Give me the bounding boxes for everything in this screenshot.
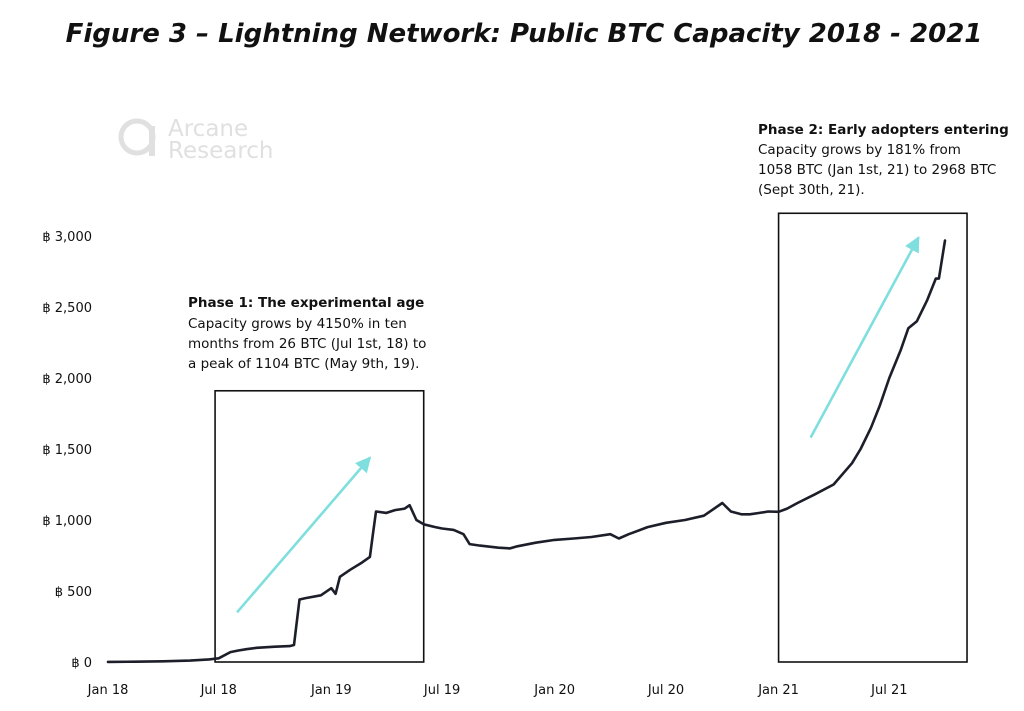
- x-tick-label: Jan 20: [533, 683, 575, 698]
- y-tick-label: ฿ 1,000: [42, 514, 92, 529]
- y-tick-label: ฿ 0: [71, 656, 92, 671]
- phase-1-line-2: months from 26 BTC (Jul 1st, 18) to: [188, 336, 426, 352]
- series-group: [106, 239, 947, 664]
- watermark-line1: Arcane: [168, 116, 248, 142]
- annotation-phase-1: Phase 1: The experimental age Capacity g…: [188, 295, 426, 372]
- x-tick-label: Jul 18: [200, 683, 237, 698]
- phase-boxes: [214, 212, 968, 663]
- y-tick-label: ฿ 500: [55, 585, 92, 600]
- y-tick-label: ฿ 3,000: [42, 230, 92, 245]
- phase-arrows: [236, 236, 920, 614]
- x-tick-label: Jan 18: [87, 683, 129, 698]
- y-tick-label: ฿ 2,000: [42, 372, 92, 387]
- x-tick-label: Jul 20: [647, 683, 684, 698]
- phase-2-arrow: [809, 236, 920, 439]
- phase-1-heading: Phase 1: The experimental age: [188, 295, 424, 311]
- watermark-line2: Research: [168, 138, 274, 164]
- phase-2-box: [777, 212, 968, 663]
- x-tick-label: Jan 21: [757, 683, 799, 698]
- series-line-capacity: [106, 239, 947, 664]
- phase-2-line-3: (Sept 30th, 21).: [758, 182, 865, 198]
- chart-title: Figure 3 – Lightning Network: Public BTC…: [66, 19, 983, 49]
- watermark-logo: Arcane Research: [118, 116, 274, 164]
- y-tick-label: ฿ 1,500: [42, 443, 92, 458]
- y-axis-ticks: ฿ 0 ฿ 500 ฿ 1,000 ฿ 1,500 ฿ 2,000 ฿ 2,500 ฿ 3,…: [42, 230, 92, 671]
- phase-2-line-1: Capacity grows by 181% from: [758, 142, 961, 158]
- phase-2-heading: Phase 2: Early adopters entering: [758, 122, 1009, 138]
- annotation-phase-2: Phase 2: Early adopters entering Capacit…: [758, 122, 1009, 198]
- x-tick-label: Jul 21: [870, 683, 907, 698]
- x-tick-label: Jan 19: [310, 683, 352, 698]
- phase-2-line-2: 1058 BTC (Jan 1st, 21) to 2968 BTC: [758, 162, 996, 178]
- arcane-logo-icon: [118, 118, 156, 156]
- x-tick-label: Jul 19: [423, 683, 460, 698]
- x-axis-ticks: Jan 18 Jul 18 Jan 19 Jul 19 Jan 20 Jul 20 Jan …: [87, 683, 908, 698]
- phase-1-line-3: a peak of 1104 BTC (May 9th, 19).: [188, 356, 419, 372]
- phase-1-box: [214, 389, 425, 663]
- y-tick-label: ฿ 2,500: [42, 301, 92, 316]
- phase-1-line-1: Capacity grows by 4150% in ten: [188, 316, 407, 332]
- phase-1-arrow: [236, 456, 372, 614]
